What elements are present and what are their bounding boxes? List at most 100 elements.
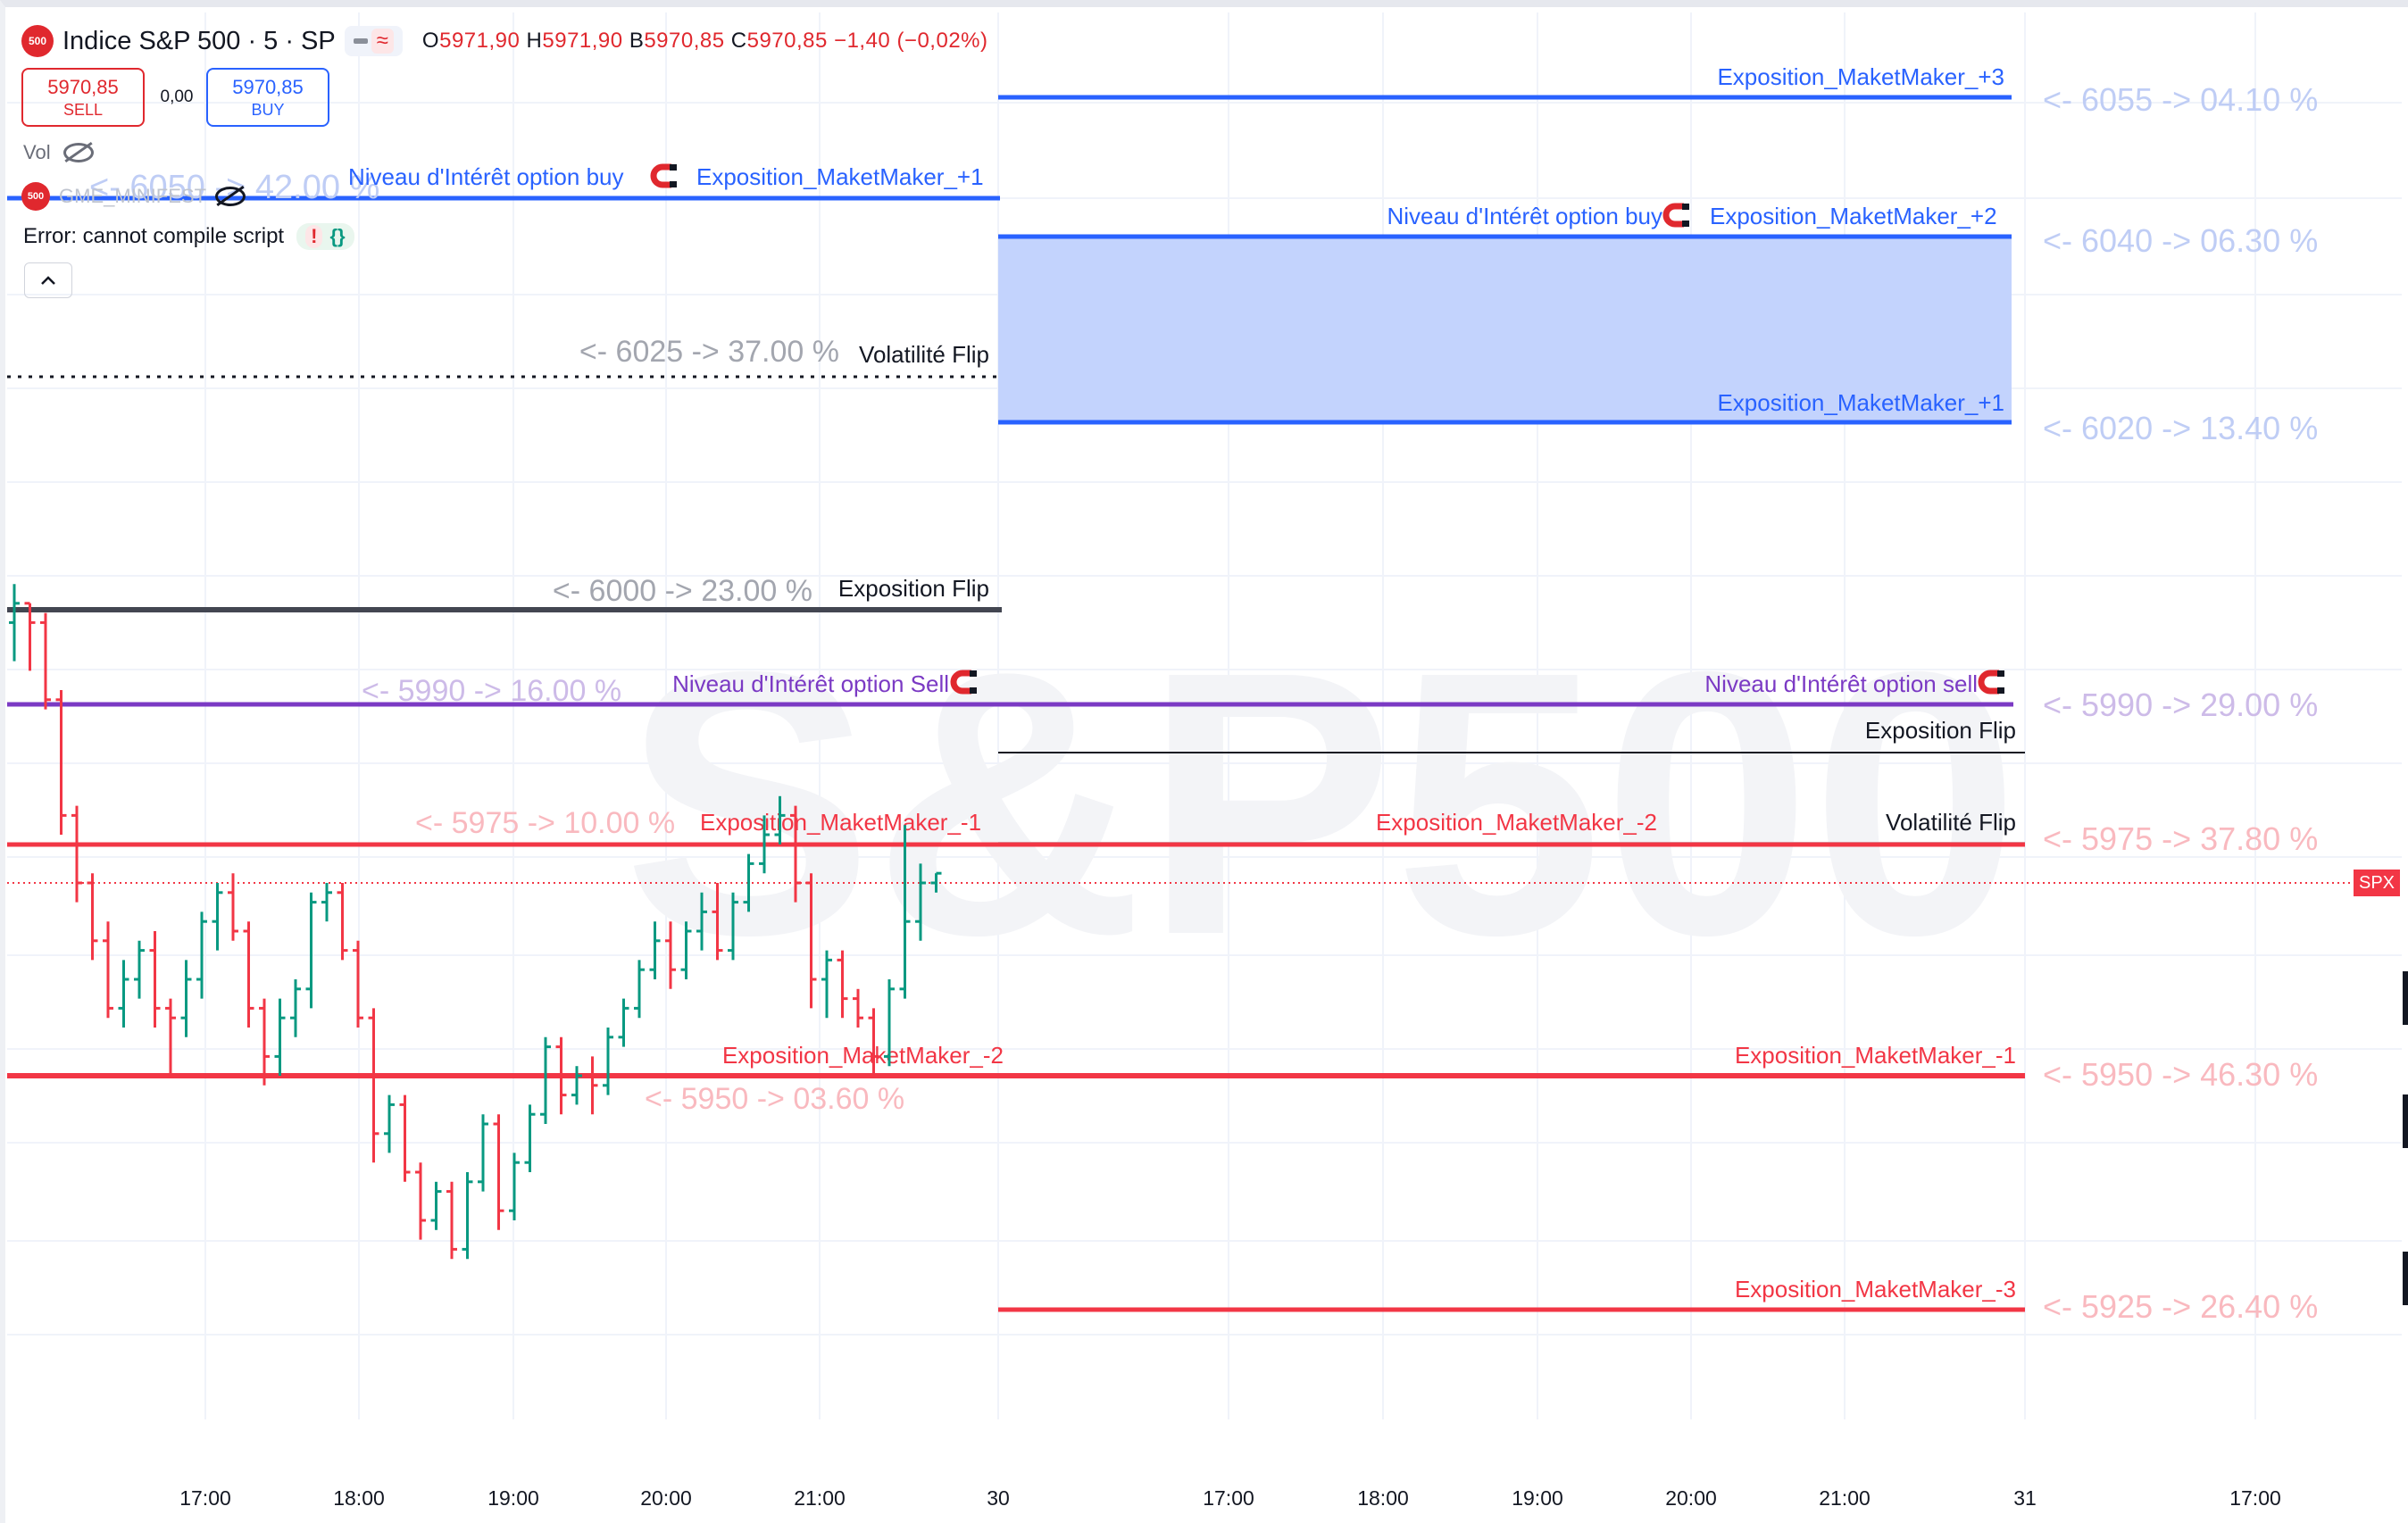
magnet-icon-tip [1997,687,2004,694]
scale-handle[interactable] [2403,971,2408,1025]
volume-legend[interactable]: Vol [23,141,94,164]
level-label: Niveau d'Intérêt option buy [1387,203,1663,229]
level-label: Exposition_MaketMaker_-1 [1735,1042,2016,1069]
time-axis-label: 30 [987,1486,1010,1510]
level-price-text: <- 5950 -> 03.60 % [645,1082,904,1116]
sell-label: SELL [62,101,104,119]
sp500-logo-icon: 500 [21,25,54,57]
volume-label: Vol [23,141,51,163]
magnet-icon [650,163,677,188]
level-label: Niveau d'Intérêt option sell [1704,670,1978,697]
watermark-text: S&P500 [623,595,2020,1013]
sell-price: 5970,85 [47,76,119,98]
time-axis-label: 18:00 [333,1486,385,1510]
magnet-icon-shape [1662,203,1684,228]
low-label: B [629,29,645,53]
minus-icon [353,38,368,44]
level-label: Exposition Flip [1865,717,2016,744]
level-label: Niveau d'Intérêt option Sell [672,670,949,697]
time-axis-label: 17:00 [2229,1486,2281,1510]
magnet-icon [1978,670,2004,695]
price-tag: SPX [2354,870,2400,896]
level-label: Exposition Flip [838,575,989,602]
error-exclamation-icon: ! [305,225,323,248]
buy-label: BUY [251,101,285,119]
level-price-text: <- 5990 -> 16.00 % [362,674,621,708]
level-price-text: <- 6000 -> 23.00 % [553,574,812,608]
high-label: H [526,29,543,53]
level-label: Volatilité Flip [859,341,989,368]
change-value: −1,40 (−0,02%) [834,29,988,53]
magnet-icon [950,670,977,695]
magnet-icon-tip [1997,670,2004,677]
level-price-text: <- 5950 -> 46.30 % [2043,1056,2318,1093]
time-axis-label: 31 [2013,1486,2037,1510]
level-price-text: <- 5990 -> 29.00 % [2043,687,2318,723]
ohlc-values: O5971,90 H5971,90 B5970,85 C5970,85 −1,4… [422,29,988,54]
magnet-icon-tip [670,164,677,171]
level-price-text: <- 6020 -> 13.40 % [2043,410,2318,446]
magnet-icon-tip [670,181,677,187]
indicator-name: GME_MINIFEST [59,185,207,207]
time-axis-label: 19:00 [487,1486,539,1510]
symbol-header: 500 Indice S&P 500 · 5 · SP ≈ O5971,90 H… [21,23,988,59]
script-error: Error: cannot compile script ! {} [23,223,354,250]
time-axis-label: 20:00 [640,1486,692,1510]
magnet-icon [1662,203,1689,228]
indicator-logo-icon: 500 [21,182,50,211]
eye-hidden-icon[interactable] [62,143,94,162]
magnet-icon-tip [1682,204,1689,210]
symbol-title[interactable]: Indice S&P 500 · 5 · SP [62,26,336,55]
chart-style-toggle[interactable]: ≈ [344,26,403,56]
time-axis-label: 21:00 [794,1486,846,1510]
level-label: Exposition_MaketMaker_-2 [722,1042,1004,1069]
approx-icon: ≈ [371,29,394,54]
level-label: Exposition_MaketMaker_+2 [1710,203,1997,229]
level-price-text: <- 5975 -> 10.00 % [415,806,675,840]
level-label: Exposition_MaketMaker_-3 [1735,1276,2016,1302]
sell-button[interactable]: 5970,85 SELL [21,68,145,127]
close-value: 5970,85 [746,29,828,53]
scale-handle[interactable] [2403,1094,2408,1148]
time-axis-label: 20:00 [1665,1486,1717,1510]
magnet-icon-tip [970,687,977,694]
time-axis-label: 17:00 [179,1486,231,1510]
time-axis-label: 17:00 [1203,1486,1254,1510]
magnet-icon-shape [650,163,671,188]
error-text: Error: cannot compile script [23,224,285,248]
spread-value: 0,00 [160,87,194,106]
level-label: Exposition_MaketMaker_+3 [1717,63,2004,90]
scale-handle[interactable] [2403,1252,2408,1305]
level-label: Exposition_MaketMaker_+1 [1717,389,2004,416]
level-price-text: <- 6055 -> 04.10 % [2043,81,2318,118]
level-price-text: <- 6040 -> 06.30 % [2043,222,2318,259]
buy-button[interactable]: 5970,85 BUY [206,68,329,127]
error-badge[interactable]: ! {} [296,223,354,250]
time-axis-label: 21:00 [1819,1486,1871,1510]
level-label: Niveau d'Intérêt option buy [348,163,624,190]
indicator-legend[interactable]: 500 GME_MINIFEST [21,182,246,211]
level-label: Exposition_MaketMaker_-1 [700,809,981,836]
level-price-text: <- 5975 -> 37.80 % [2043,820,2318,857]
level-zone [998,237,2012,422]
high-value: 5971,90 [542,29,623,53]
source-code-icon: {} [329,225,346,247]
level-label: Exposition_MaketMaker_-2 [1376,809,1657,836]
open-value: 5971,90 [439,29,521,53]
time-axis-label: 19:00 [1512,1486,1563,1510]
chevron-up-icon [41,276,55,285]
magnet-icon-shape [950,670,971,695]
magnet-icon-tip [970,670,977,677]
magnet-icon-shape [1978,670,1999,695]
level-label: Volatilité Flip [1886,809,2016,836]
eye-hidden-icon[interactable] [215,187,246,206]
open-label: O [421,29,440,53]
close-label: C [730,29,747,53]
collapse-legend-button[interactable] [24,262,72,298]
time-axis-label: 18:00 [1357,1486,1409,1510]
buy-price: 5970,85 [232,76,304,98]
level-price-text: <- 6025 -> 37.00 % [579,335,839,369]
level-price-text: <- 5925 -> 26.40 % [2043,1288,2318,1325]
